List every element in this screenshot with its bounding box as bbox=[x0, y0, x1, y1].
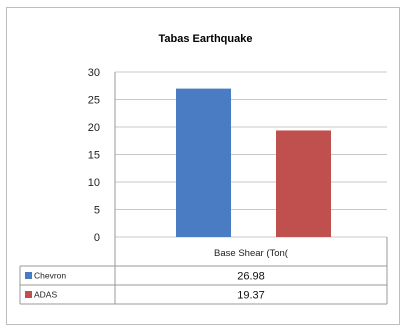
chart-title: Tabas Earthquake bbox=[158, 33, 253, 45]
data-label-adas: 19.37 bbox=[237, 290, 265, 302]
bar-chevron bbox=[176, 88, 231, 237]
y-tick-label: 15 bbox=[88, 150, 100, 162]
y-tick-label: 20 bbox=[88, 122, 100, 134]
data-table: Base Shear (Ton( Chevron 26.98 ADAS 19.37 bbox=[19, 237, 388, 305]
y-tick-label: 30 bbox=[88, 67, 100, 79]
y-tick-label: 10 bbox=[88, 177, 100, 189]
bars bbox=[176, 88, 331, 237]
legend-label-adas: ADAS bbox=[34, 290, 57, 300]
y-tick-label: 25 bbox=[88, 95, 100, 107]
y-tick-label: 5 bbox=[94, 205, 100, 217]
y-tick-label: 0 bbox=[94, 232, 100, 244]
legend-swatch-chevron bbox=[25, 272, 32, 279]
legend-label-chevron: Chevron bbox=[34, 271, 66, 281]
gridlines bbox=[115, 71, 387, 238]
data-label-chevron: 26.98 bbox=[237, 271, 265, 283]
legend-swatch-adas bbox=[25, 291, 32, 298]
bar-adas bbox=[276, 130, 331, 237]
x-category-label: Base Shear (Ton( bbox=[214, 248, 289, 259]
y-axis: 0 5 10 15 20 25 30 bbox=[88, 67, 116, 244]
